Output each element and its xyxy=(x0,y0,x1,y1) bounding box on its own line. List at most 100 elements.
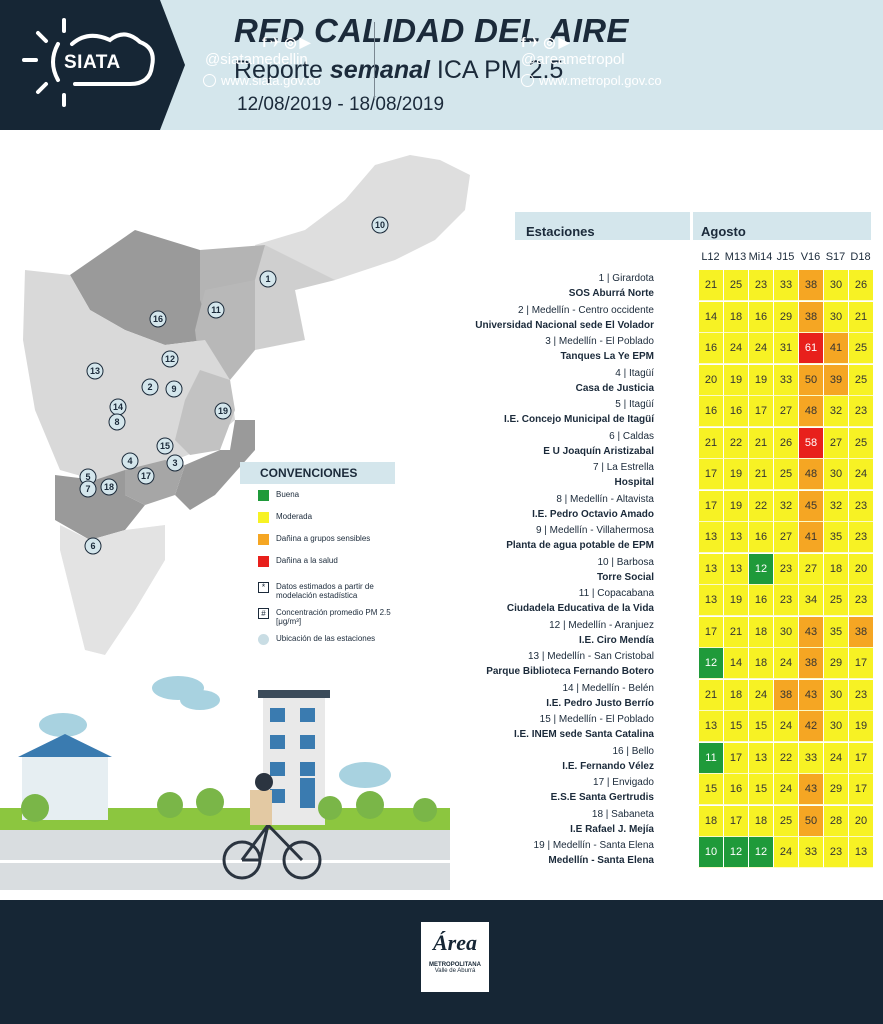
ica-value-cell: 24 xyxy=(773,837,798,868)
ica-value-cell: 38 xyxy=(848,616,873,648)
ica-value-cell: 16 xyxy=(723,396,748,427)
ica-value-cell: 18 xyxy=(723,301,748,333)
ica-value-cell: 24 xyxy=(823,742,848,774)
ica-value-cell: 30 xyxy=(823,301,848,333)
ica-value-cell: 26 xyxy=(848,270,873,301)
legend-swatch xyxy=(258,490,269,501)
day-header: S17 xyxy=(825,251,846,263)
station-marker: 4 xyxy=(121,452,139,470)
legend-item: Moderada xyxy=(240,510,395,528)
station-name: 18 | Sabaneta xyxy=(591,808,654,820)
ica-value-cell: 13 xyxy=(698,711,723,742)
table-row: 16 24 24 31 61 41 25 xyxy=(698,333,873,364)
ica-value-cell: 18 xyxy=(748,616,773,648)
metropol-website[interactable]: www.metropol.gov.co xyxy=(521,73,662,88)
table-row: 13 19 16 23 34 25 23 xyxy=(698,585,873,616)
station-name: 9 | Medellín - Villahermosa xyxy=(535,525,654,536)
map-legend: CONVENCIONES Buena Moderada Dañina a grupo… xyxy=(240,462,395,650)
ica-value-cell: 22 xyxy=(773,742,798,774)
ica-value-cell: 14 xyxy=(698,301,723,333)
table-row: 11 17 13 22 33 24 17 xyxy=(698,742,873,774)
station-marker-label: 3 xyxy=(172,458,177,468)
station-label: 8 | Medellín - Altavista I.E. Pedro Octav… xyxy=(354,492,654,522)
station-marker: 9 xyxy=(165,380,183,398)
ica-value-cell: 41 xyxy=(798,522,823,553)
ica-value-cell: 25 xyxy=(848,333,873,364)
station-label: 2 | Medellín - Centro occidente Universid… xyxy=(354,303,654,333)
ica-value-cell: 24 xyxy=(773,711,798,742)
table-row: 18 17 18 25 50 28 20 xyxy=(698,805,873,837)
ica-value-cell: 24 xyxy=(748,679,773,711)
ica-value-cell: 31 xyxy=(773,333,798,364)
station-name: 2 | Medellín - Centro occidente xyxy=(517,304,654,316)
ica-value-cell: 30 xyxy=(823,711,848,742)
station-site: I.E. INEM sede Santa Catalina xyxy=(513,729,654,740)
table-row: 17 19 22 32 45 32 23 xyxy=(698,490,873,522)
station-site: Parque Biblioteca Fernando Botero xyxy=(486,666,654,677)
ica-value-cell: 24 xyxy=(848,459,873,490)
ica-value-cell: 33 xyxy=(798,837,823,868)
station-label: 13 | Medellín - San Cristobal Parque Bibl… xyxy=(354,649,654,679)
ica-value-cell: 25 xyxy=(848,427,873,459)
ica-value-cell: 38 xyxy=(773,679,798,711)
ica-value-cell: 21 xyxy=(748,427,773,459)
station-site: Hospital xyxy=(614,477,654,488)
station-label: 15 | Medellín - El Poblado I.E. INEM sede… xyxy=(354,712,654,742)
ica-value-cell: 19 xyxy=(723,490,748,522)
station-marker-label: 12 xyxy=(165,354,175,364)
station-label: 7 | La Estrella Hospital xyxy=(354,460,654,490)
ica-value-cell: 19 xyxy=(748,364,773,396)
station-label: 4 | Itagüí Casa de Justicia xyxy=(354,366,654,396)
station-name: 16 | Bello xyxy=(612,745,654,757)
siata-handle[interactable]: @siatamedellin xyxy=(205,51,308,68)
globe-icon xyxy=(203,74,216,87)
ica-value-cell: 42 xyxy=(798,711,823,742)
station-name: 3 | Medellín - El Poblado xyxy=(545,336,654,347)
table-row: 13 13 12 23 27 18 20 xyxy=(698,553,873,585)
station-marker: 7 xyxy=(79,480,97,498)
station-label: 14 | Medellín - Belén I.E. Pedro Justo Be… xyxy=(354,681,654,711)
siata-website[interactable]: www.siata.gov.co xyxy=(203,73,320,88)
ica-value-cell: 30 xyxy=(823,679,848,711)
station-site: E.S.E Santa Gertrudis xyxy=(550,792,654,803)
station-marker: 10 xyxy=(371,216,389,234)
ica-value-cell: 32 xyxy=(823,396,848,427)
station-name: 1 | Girardota xyxy=(598,273,654,284)
social-icons-left: f✈◎▶ xyxy=(262,34,314,50)
table-row: 21 18 24 38 43 30 23 xyxy=(698,679,873,711)
station-label: 17 | Envigado E.S.E Santa Gertrudis xyxy=(354,775,654,805)
city-illustration xyxy=(0,676,450,890)
station-name: 5 | Itagüí xyxy=(615,399,654,410)
station-marker: 6 xyxy=(84,537,102,555)
ica-value-cell: 30 xyxy=(773,616,798,648)
ica-value-cell: 16 xyxy=(723,774,748,805)
station-label: 10 | Barbosa Torre Social xyxy=(354,555,654,585)
station-label: 1 | Girardota SOS Aburrá Norte xyxy=(354,271,654,301)
station-label: 3 | Medellín - El Poblado Tanques La Ye E… xyxy=(354,334,654,364)
table-row: 13 15 15 24 42 30 19 xyxy=(698,711,873,742)
ica-value-cell: 43 xyxy=(798,616,823,648)
date-range: 12/08/2019 - 18/08/2019 xyxy=(237,94,445,115)
ica-value-cell: 25 xyxy=(773,459,798,490)
station-marker-label: 13 xyxy=(90,366,100,376)
station-site: I.E. Fernando Vélez xyxy=(562,760,654,772)
station-marker: 13 xyxy=(86,362,104,380)
ica-value-cell: 13 xyxy=(698,585,723,616)
station-name: 8 | Medellín - Altavista xyxy=(556,493,654,505)
ica-value-cell: 20 xyxy=(698,364,723,396)
station-marker: 15 xyxy=(156,437,174,455)
station-site: I.E. Ciro Mendía xyxy=(578,634,654,646)
ica-value-cell: 23 xyxy=(773,585,798,616)
ica-value-cell: 30 xyxy=(823,459,848,490)
legend-item: Dañina a grupos sensibles xyxy=(240,532,395,550)
ica-value-cell: 15 xyxy=(748,774,773,805)
metropol-handle[interactable]: @areametropol xyxy=(521,51,625,68)
station-site: Planta de agua potable de EPM xyxy=(506,540,654,551)
station-name: 10 | Barbosa xyxy=(597,556,654,568)
station-marker-label: 2 xyxy=(147,382,152,392)
ica-value-cell: 22 xyxy=(723,427,748,459)
station-marker: 5 xyxy=(79,468,97,486)
ica-value-cell: 21 xyxy=(698,427,723,459)
ica-value-cell: 12 xyxy=(748,837,773,868)
ica-value-cell: 29 xyxy=(773,301,798,333)
